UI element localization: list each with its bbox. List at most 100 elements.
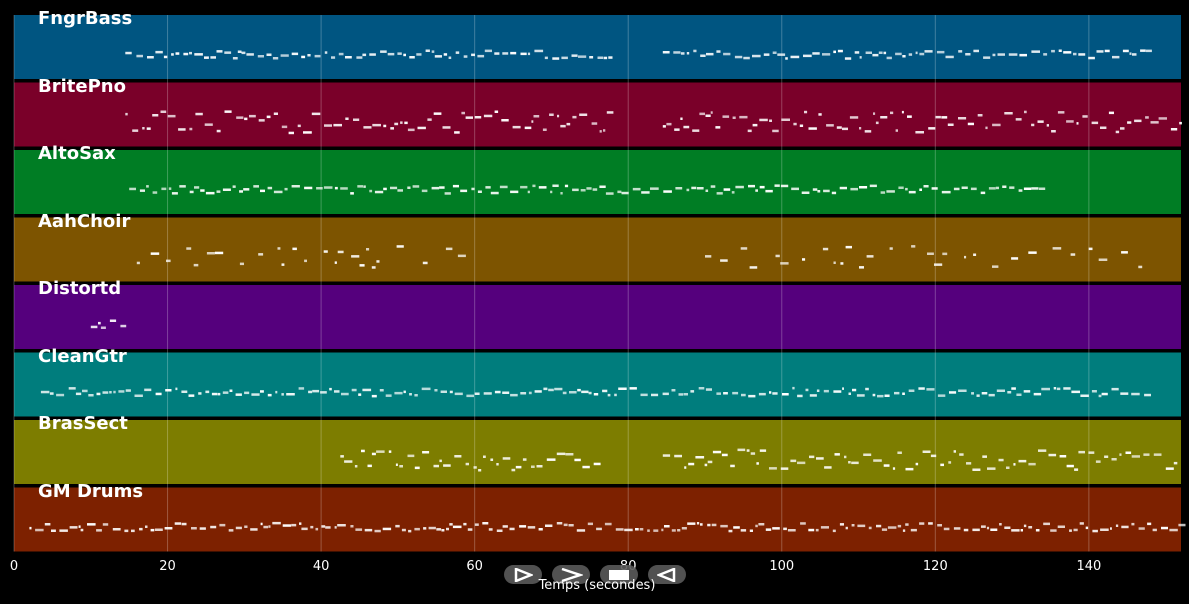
note (399, 465, 403, 468)
x-axis-label: Temps (secondes) (538, 578, 656, 593)
note (574, 458, 581, 462)
note (268, 525, 271, 528)
note (864, 130, 872, 133)
note (496, 529, 503, 532)
note (366, 248, 370, 251)
note (524, 126, 532, 130)
note (277, 247, 281, 250)
next-button[interactable] (552, 565, 590, 584)
note (877, 394, 884, 398)
note (812, 52, 820, 55)
note (1063, 387, 1071, 390)
note (428, 526, 436, 530)
note (502, 457, 511, 460)
note (964, 255, 967, 259)
note (898, 186, 904, 189)
rewind-button[interactable] (648, 565, 686, 584)
chevron-right-icon (561, 567, 583, 582)
note (383, 124, 387, 128)
note (910, 528, 917, 532)
note (1121, 251, 1128, 254)
note (1178, 523, 1186, 527)
note (1058, 49, 1062, 52)
note (695, 456, 705, 459)
note (915, 462, 919, 466)
note (320, 391, 327, 394)
note (512, 125, 521, 129)
note (750, 452, 756, 455)
note (958, 50, 963, 53)
note (783, 527, 787, 531)
note (485, 186, 491, 189)
note (527, 190, 530, 194)
note (444, 192, 451, 195)
note (608, 56, 613, 59)
note (690, 390, 695, 393)
play-button[interactable] (504, 565, 542, 584)
note (589, 56, 594, 59)
note (427, 118, 432, 121)
note (222, 188, 231, 191)
note (345, 117, 349, 120)
note (905, 467, 914, 471)
note (723, 392, 728, 395)
note (244, 117, 248, 121)
note (791, 187, 799, 191)
note (538, 186, 547, 189)
note (556, 452, 566, 456)
note (931, 187, 938, 190)
x-tick-label: 60 (466, 559, 483, 574)
note (288, 131, 294, 135)
note (371, 394, 377, 398)
note-group (29, 521, 1186, 533)
note (856, 394, 865, 397)
note (355, 528, 363, 531)
note (732, 391, 739, 395)
note (911, 245, 916, 248)
note (958, 117, 967, 120)
track-label: FngrBass (38, 8, 133, 29)
note (403, 53, 406, 57)
note (1011, 257, 1019, 260)
note (281, 125, 288, 129)
note (953, 187, 960, 191)
note (329, 387, 332, 391)
note (774, 184, 780, 187)
note (859, 266, 864, 269)
note (940, 463, 944, 467)
note (334, 261, 337, 264)
note (986, 526, 990, 530)
rewind-icon (657, 567, 676, 582)
note (716, 50, 721, 53)
note (1104, 49, 1110, 53)
note (323, 186, 333, 189)
note (361, 449, 365, 453)
note (59, 529, 68, 532)
note (1011, 387, 1016, 390)
note (1043, 53, 1048, 56)
note (509, 527, 515, 531)
note (308, 390, 313, 394)
note (205, 390, 210, 394)
note (214, 251, 224, 255)
track-lane (14, 217, 1181, 282)
note (1057, 525, 1065, 528)
note (1096, 50, 1104, 53)
note (880, 116, 888, 119)
note (1046, 124, 1049, 127)
note (746, 449, 750, 452)
note (179, 185, 186, 188)
note (439, 186, 445, 189)
note (222, 391, 229, 394)
note (797, 461, 806, 465)
note (662, 392, 669, 396)
note (455, 51, 460, 54)
note (465, 462, 469, 466)
note (889, 247, 893, 250)
note (367, 464, 372, 468)
note (915, 51, 918, 55)
note (312, 389, 320, 393)
note (758, 392, 766, 396)
stop-button[interactable] (600, 565, 638, 584)
note (849, 116, 859, 119)
